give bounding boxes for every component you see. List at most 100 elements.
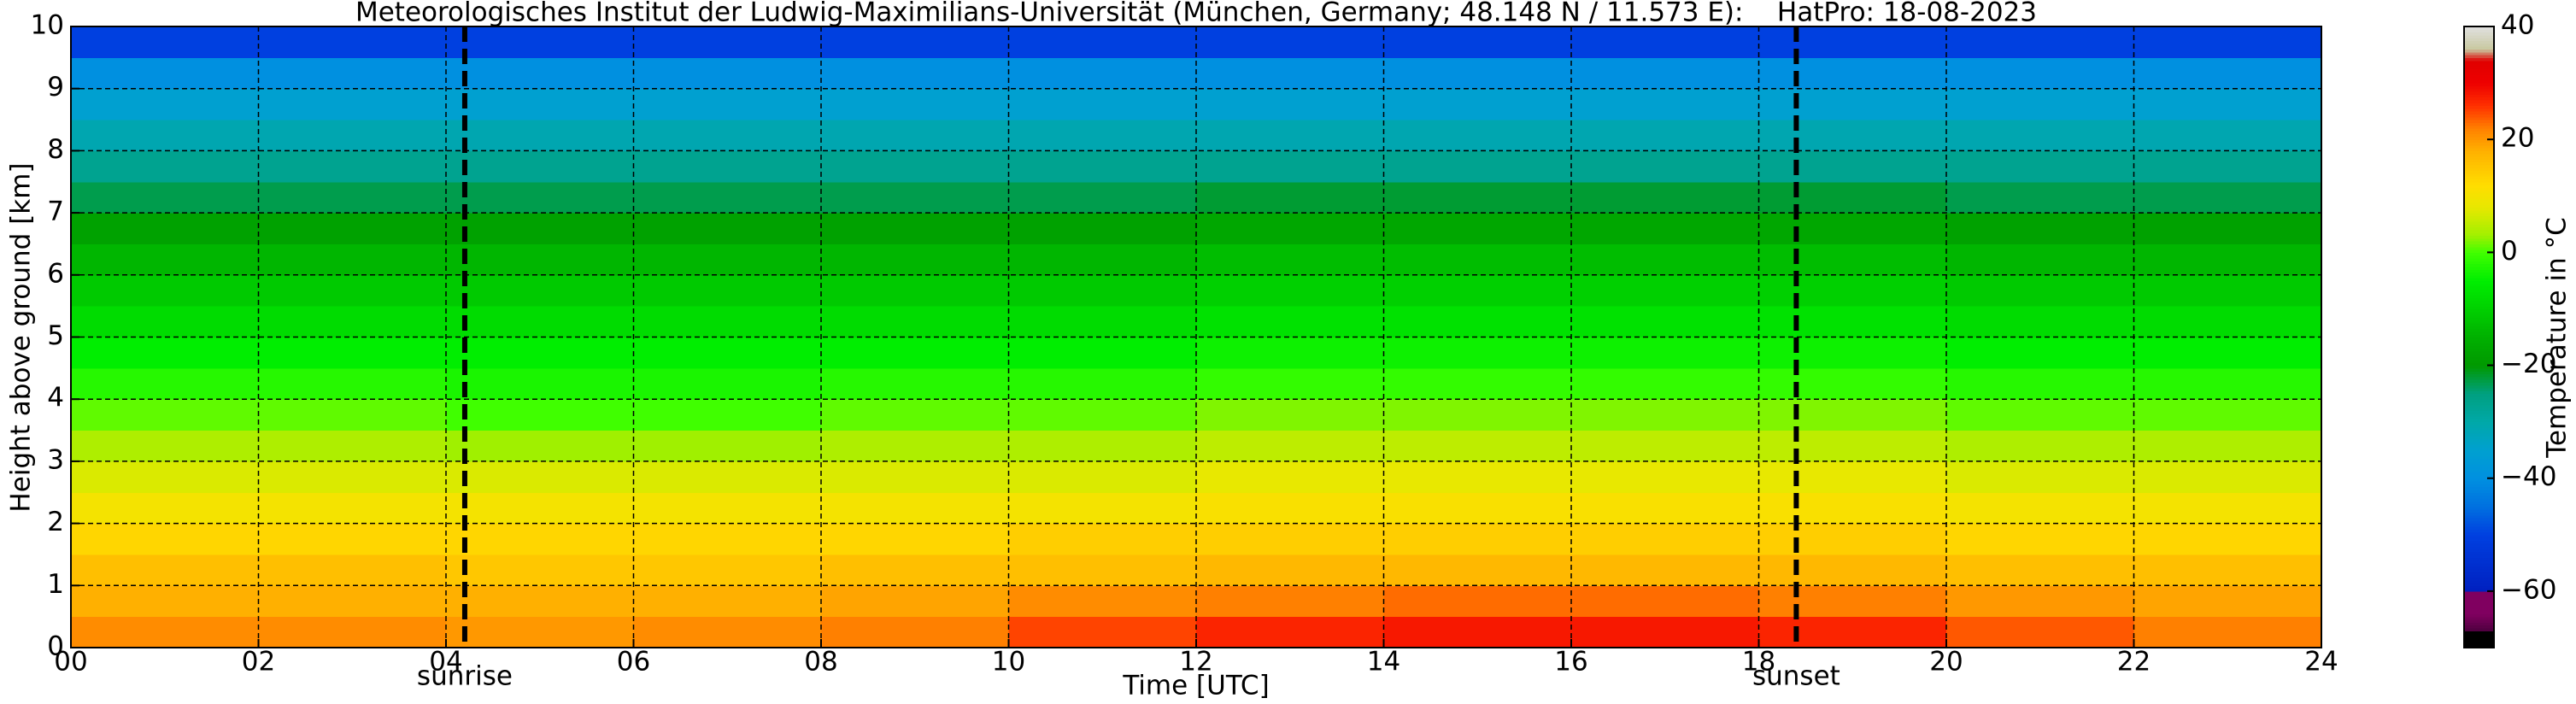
- colorbar-cell: [2464, 291, 2494, 296]
- heatmap-cell: [821, 554, 1009, 586]
- heatmap-cell: [1571, 243, 1759, 276]
- heatmap-cell: [1571, 274, 1759, 307]
- colorbar-cell: [2464, 622, 2494, 626]
- colorbar-tick-label: −40: [2501, 461, 2556, 492]
- colorbar-cell: [2464, 367, 2494, 372]
- heatmap-cell: [1758, 367, 1947, 400]
- colorbar-cell: [2464, 297, 2494, 302]
- colorbar-cell: [2464, 472, 2494, 477]
- heatmap-cell: [821, 306, 1009, 337]
- colorbar-cell: [2464, 582, 2494, 586]
- colorbar-label: Temperature in °C: [2542, 217, 2573, 458]
- heatmap-cell: [1196, 585, 1384, 618]
- colorbar-cell: [2464, 444, 2494, 448]
- colorbar-cell: [2464, 263, 2494, 267]
- colorbar-cell: [2464, 605, 2494, 609]
- colorbar-cell: [2464, 520, 2494, 525]
- colorbar-cell: [2464, 525, 2494, 530]
- heatmap-cell: [71, 88, 259, 120]
- colorbar-cell: [2464, 396, 2494, 400]
- heatmap-cell: [633, 181, 822, 214]
- heatmap-cell: [1196, 616, 1384, 648]
- colorbar-cell: [2464, 399, 2494, 403]
- heatmap-cell: [633, 585, 822, 618]
- colorbar-cell: [2464, 46, 2494, 50]
- heatmap-cell: [258, 492, 447, 525]
- heatmap-cell: [71, 243, 259, 276]
- colorbar-cell: [2464, 495, 2494, 499]
- heatmap-cell: [1571, 367, 1759, 400]
- colorbar-cell: [2464, 619, 2494, 623]
- colorbar-cell: [2464, 105, 2494, 109]
- colorbar-cell: [2464, 345, 2494, 349]
- colorbar-cell: [2464, 497, 2494, 502]
- colorbar-cell: [2464, 382, 2494, 386]
- x-tick-label: 08: [804, 647, 837, 678]
- colorbar-cell: [2464, 266, 2494, 270]
- colorbar-cell: [2464, 644, 2494, 648]
- heatmap-cell: [1571, 88, 1759, 120]
- colorbar-cell: [2464, 523, 2494, 527]
- y-tick-label: 8: [47, 134, 64, 165]
- heatmap-cell: [446, 120, 634, 151]
- colorbar-cell: [2464, 144, 2494, 149]
- colorbar-cell: [2464, 85, 2494, 90]
- colorbar-cell: [2464, 71, 2494, 75]
- heatmap-cell: [1008, 26, 1197, 58]
- heatmap-cell: [1946, 337, 2134, 369]
- heatmap-cell: [1008, 243, 1197, 276]
- heatmap-cell: [1946, 243, 2134, 276]
- colorbar-cell: [2464, 269, 2494, 273]
- heatmap-cell: [1758, 57, 1947, 90]
- colorbar-cell: [2464, 404, 2494, 408]
- colorbar-cell: [2464, 196, 2494, 200]
- heatmap-cell: [821, 367, 1009, 400]
- heatmap-cell: [258, 367, 447, 400]
- heatmap-cell: [1196, 367, 1384, 400]
- heatmap-cell: [821, 337, 1009, 369]
- heatmap-cell: [1196, 243, 1384, 276]
- colorbar-cell: [2464, 387, 2494, 391]
- heatmap-cell: [821, 120, 1009, 151]
- heatmap-cell: [1946, 616, 2134, 648]
- heatmap-cell: [1196, 88, 1384, 120]
- colorbar-cell: [2464, 179, 2494, 183]
- colorbar-cell: [2464, 326, 2494, 330]
- colorbar-cell: [2464, 272, 2494, 276]
- heatmap-cell: [2133, 492, 2322, 525]
- colorbar-cell: [2464, 311, 2494, 315]
- heatmap-cell: [2133, 181, 2322, 214]
- heatmap-cell: [258, 585, 447, 618]
- heatmap-cell: [1758, 26, 1947, 58]
- colorbar-cell: [2464, 224, 2494, 228]
- heatmap-cell: [1008, 88, 1197, 120]
- heatmap-cell: [258, 430, 447, 462]
- heatmap-cell: [1946, 213, 2134, 244]
- heatmap-cell: [633, 306, 822, 337]
- heatmap-cell: [821, 274, 1009, 307]
- colorbar-cell: [2464, 343, 2494, 347]
- colorbar-cell: [2464, 416, 2494, 419]
- heatmap-cell: [1196, 57, 1384, 90]
- colorbar-cell: [2464, 625, 2494, 629]
- colorbar-cell: [2464, 261, 2494, 265]
- heatmap-cell: [446, 616, 634, 648]
- heatmap-cell: [446, 26, 634, 58]
- heatmap-cell: [446, 306, 634, 337]
- x-tick-label: 02: [242, 647, 275, 678]
- colorbar-cell: [2464, 66, 2494, 70]
- heatmap-cell: [1571, 181, 1759, 214]
- heatmap-cell: [258, 274, 447, 307]
- heatmap-cell: [71, 492, 259, 525]
- colorbar-cell: [2464, 198, 2494, 202]
- heatmap-cell: [821, 181, 1009, 214]
- colorbar-tick-label: −20: [2501, 349, 2556, 379]
- heatmap-cell: [1946, 150, 2134, 183]
- heatmap-cell: [1758, 213, 1947, 244]
- heatmap-cell: [1008, 306, 1197, 337]
- colorbar-cell: [2464, 49, 2494, 53]
- heatmap-cell: [1571, 585, 1759, 618]
- colorbar-cell: [2464, 354, 2494, 358]
- x-tick-label: 12: [1179, 647, 1212, 678]
- heatmap-cell: [71, 367, 259, 400]
